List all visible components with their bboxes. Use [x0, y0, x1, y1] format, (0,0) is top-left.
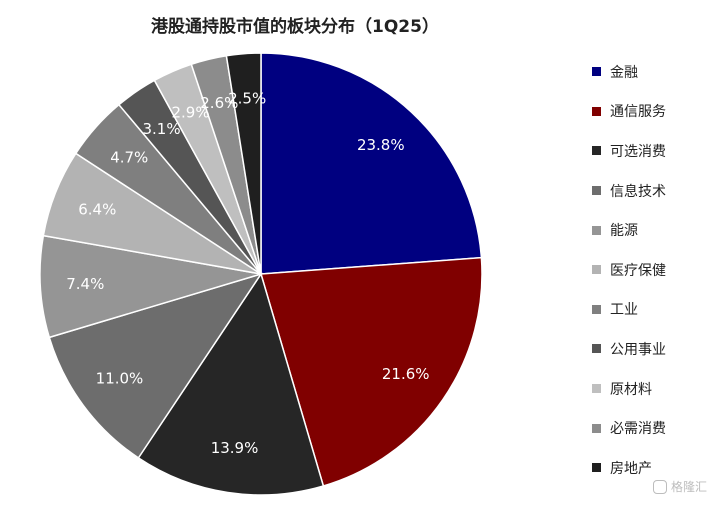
legend-swatch	[592, 344, 601, 354]
legend-item-3: 信息技术	[592, 171, 666, 211]
data-label-9: 2.6%	[200, 94, 238, 112]
legend-label: 信息技术	[610, 183, 666, 200]
data-label-6: 4.7%	[110, 148, 148, 166]
legend-swatch	[592, 146, 601, 156]
legend-swatch	[592, 423, 601, 433]
legend-swatch	[592, 67, 601, 77]
legend-swatch	[592, 225, 601, 235]
legend-label: 公用事业	[610, 341, 666, 358]
data-label-7: 3.1%	[142, 120, 180, 138]
legend-item-9: 必需消费	[592, 408, 666, 448]
watermark-text: 格隆汇	[670, 480, 707, 494]
data-label-4: 7.4%	[66, 275, 104, 293]
chart-title: 港股通持股市值的板块分布（1Q25）	[151, 17, 439, 37]
legend-item-10: 房地产	[592, 448, 666, 488]
legend-label: 通信服务	[610, 104, 666, 121]
legend-label: 工业	[610, 302, 638, 319]
legend-swatch	[592, 186, 601, 196]
legend-item-8: 原材料	[592, 369, 666, 409]
legend-item-4: 能源	[592, 210, 666, 250]
legend-label: 原材料	[610, 381, 652, 398]
pie-slice-1	[260, 256, 483, 487]
legend-label: 必需消费	[610, 421, 666, 438]
legend-item-2: 可选消费	[592, 131, 666, 171]
legend-label: 可选消费	[610, 143, 666, 160]
data-label-3: 11.0%	[96, 370, 144, 388]
legend: 金融通信服务可选消费信息技术能源医疗保健工业公用事业原材料必需消费房地产	[592, 52, 666, 488]
watermark: 格隆汇	[652, 478, 707, 495]
legend-item-0: 金融	[592, 52, 666, 92]
legend-item-1: 通信服务	[592, 92, 666, 132]
gelonghui-logo-icon	[652, 479, 667, 494]
pie-slice-2	[137, 272, 325, 496]
data-label-0: 23.8%	[357, 136, 405, 154]
pie-slice-4	[39, 234, 262, 339]
legend-label: 能源	[610, 223, 638, 240]
data-label-8: 2.9%	[171, 104, 209, 122]
legend-swatch	[592, 265, 601, 275]
data-label-1: 21.6%	[382, 365, 430, 383]
legend-swatch	[592, 304, 601, 314]
data-label-10: 2.5%	[228, 90, 266, 108]
legend-item-7: 公用事业	[592, 329, 666, 369]
pie-slice-3	[48, 272, 263, 459]
legend-swatch	[592, 384, 601, 394]
legend-label: 医疗保健	[610, 262, 666, 279]
legend-label: 金融	[610, 64, 638, 81]
data-label-2: 13.9%	[211, 439, 259, 457]
legend-label: 房地产	[610, 460, 652, 477]
legend-item-5: 医疗保健	[592, 250, 666, 290]
legend-item-6: 工业	[592, 290, 666, 330]
pie-slice-10	[225, 52, 262, 275]
legend-swatch	[592, 106, 601, 116]
data-label-5: 6.4%	[78, 200, 116, 218]
legend-swatch	[592, 463, 601, 473]
pie-slice-0	[260, 52, 483, 275]
